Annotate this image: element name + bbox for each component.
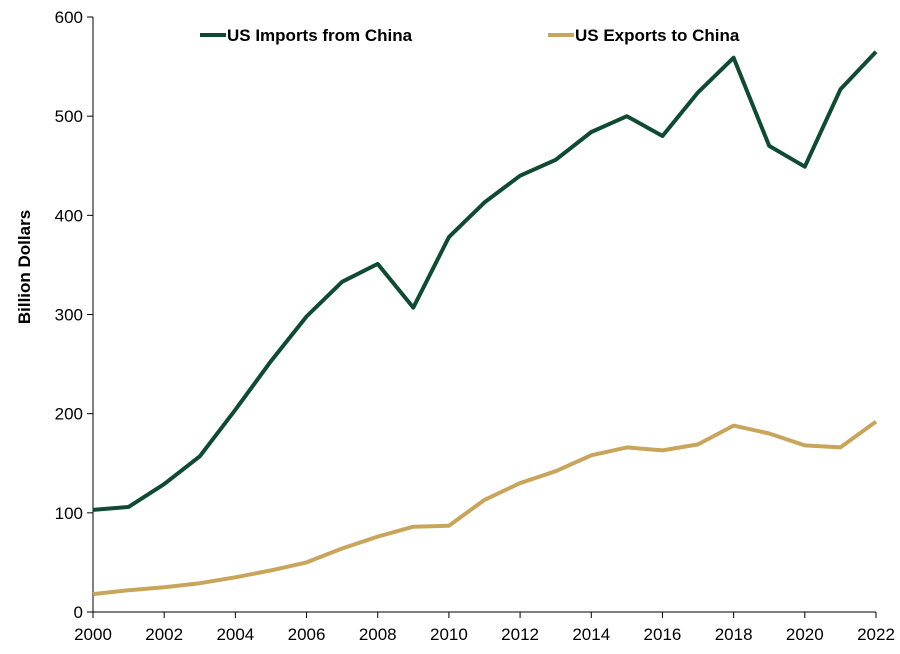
y-tick-label: 0 [74, 603, 83, 622]
x-tick-label: 2014 [572, 625, 610, 644]
legend-item-exports: US Exports to China [548, 26, 740, 45]
y-ticks: 0 100 200 300 400 500 600 [55, 8, 93, 622]
x-tick-label: 2018 [715, 625, 753, 644]
x-tick-label: 2012 [501, 625, 539, 644]
x-tick-label: 2022 [857, 625, 895, 644]
series-line-exports [92, 419, 878, 597]
y-tick-label: 600 [55, 8, 83, 27]
y-axis-title: Billion Dollars [15, 210, 34, 324]
series-lines [92, 50, 878, 597]
y-tick-label: 400 [55, 206, 83, 225]
x-tick-label: 2004 [216, 625, 254, 644]
legend: US Imports from China US Exports to China [200, 26, 740, 45]
y-tick-label: 200 [55, 405, 83, 424]
x-tick-label: 2020 [786, 625, 824, 644]
y-tick-label: 500 [55, 107, 83, 126]
x-tick-label: 2010 [430, 625, 468, 644]
x-tick-label: 2002 [145, 625, 183, 644]
x-tick-label: 2006 [288, 625, 326, 644]
x-ticks: 2000 2002 2004 2006 2008 2010 2012 2014 2016 2018… [74, 612, 895, 644]
y-tick-label: 100 [55, 504, 83, 523]
axes [92, 17, 876, 613]
legend-label: US Imports from China [227, 26, 413, 45]
x-tick-label: 2000 [74, 625, 112, 644]
y-tick-label: 300 [55, 306, 83, 325]
series-line-imports [92, 50, 878, 512]
legend-item-imports: US Imports from China [200, 26, 413, 45]
legend-label: US Exports to China [575, 26, 740, 45]
x-tick-label: 2008 [359, 625, 397, 644]
x-tick-label: 2016 [644, 625, 682, 644]
